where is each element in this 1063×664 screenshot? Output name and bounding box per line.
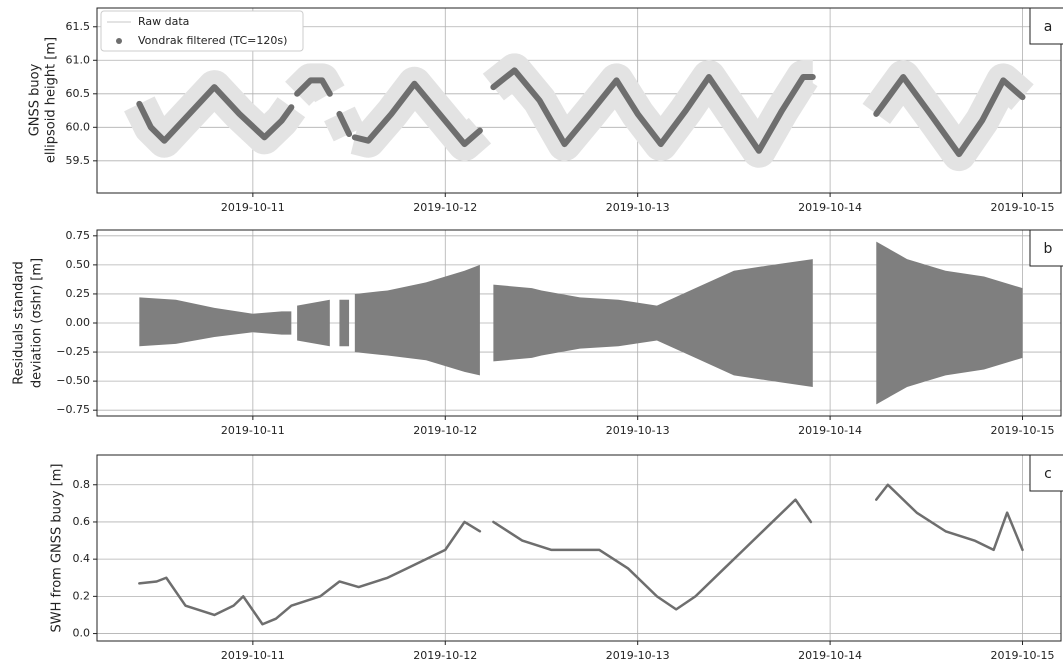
y-tick-label: 0.00 xyxy=(66,316,91,329)
x-tick-label: 2019-10-15 xyxy=(991,424,1055,437)
y-tick-label: 0.8 xyxy=(73,478,91,491)
series-line xyxy=(138,520,482,626)
residual-band xyxy=(354,264,480,376)
series-line xyxy=(336,110,353,138)
y-axis-label: GNSS buoy xyxy=(28,63,43,136)
x-tick-label: 2019-10-11 xyxy=(221,649,285,662)
panel-label-box xyxy=(1029,7,1063,45)
x-tick-label: 2019-10-15 xyxy=(991,649,1055,662)
y-tick-label: 61.0 xyxy=(66,53,91,66)
series-line xyxy=(875,483,1024,552)
panel-label-box xyxy=(1029,454,1063,492)
series-line xyxy=(873,74,1026,158)
panel-label: a xyxy=(1044,19,1053,35)
x-tick-label: 2019-10-13 xyxy=(606,424,670,437)
y-tick-label: 0.4 xyxy=(73,552,91,565)
x-tick-label: 2019-10-12 xyxy=(413,649,477,662)
y-tick-label: 60.0 xyxy=(66,120,91,133)
x-tick-label: 2019-10-12 xyxy=(413,201,477,214)
y-axis-label: deviation (σshr) [m] xyxy=(30,258,45,388)
y-axis-label: Residuals standard xyxy=(12,261,27,384)
y-axis-label: ellipsoid height [m] xyxy=(44,37,59,163)
y-tick-label: 0.0 xyxy=(73,627,91,640)
x-tick-label: 2019-10-13 xyxy=(606,201,670,214)
y-tick-label: 0.6 xyxy=(73,515,91,528)
panel: 2019-10-11 2019-10-12 2019-10-13 2019-10-14… xyxy=(12,229,1063,437)
panel-label: c xyxy=(1044,466,1052,482)
plot-frame xyxy=(96,229,1062,417)
residual-band xyxy=(139,297,292,347)
series-line xyxy=(351,80,483,148)
plot-frame xyxy=(96,7,1062,194)
panel: 2019-10-11 2019-10-12 2019-10-13 2019-10-14… xyxy=(28,7,1063,214)
residual-band xyxy=(339,299,350,347)
x-tick-label: 2019-10-14 xyxy=(798,424,862,437)
x-tick-label: 2019-10-14 xyxy=(798,201,862,214)
x-tick-label: 2019-10-12 xyxy=(413,424,477,437)
panel-label: b xyxy=(1044,241,1053,257)
y-tick-label: 0.50 xyxy=(66,258,91,271)
residual-band xyxy=(493,259,813,387)
y-tick-label: 0.2 xyxy=(73,589,91,602)
y-tick-label: 60.5 xyxy=(66,87,91,100)
panel-label-box xyxy=(1029,229,1063,267)
y-axis-label: SWH from GNSS buoy [m] xyxy=(50,464,65,633)
series-line xyxy=(136,84,295,144)
legend-marker xyxy=(116,38,122,44)
x-tick-label: 2019-10-11 xyxy=(221,424,285,437)
y-tick-label: −0.50 xyxy=(56,374,90,387)
series-line xyxy=(492,498,813,611)
panel: 2019-10-11 2019-10-12 2019-10-13 2019-10-14… xyxy=(50,454,1063,662)
residual-band xyxy=(297,299,330,347)
y-tick-label: 0.25 xyxy=(66,287,91,300)
y-tick-label: −0.25 xyxy=(56,345,90,358)
series-line xyxy=(294,77,333,97)
residual-band xyxy=(876,241,1023,405)
x-tick-label: 2019-10-11 xyxy=(221,201,285,214)
series-line xyxy=(490,67,816,154)
x-tick-label: 2019-10-13 xyxy=(606,649,670,662)
y-tick-label: 61.5 xyxy=(66,20,91,33)
y-tick-label: 0.75 xyxy=(66,229,91,242)
x-tick-label: 2019-10-14 xyxy=(798,649,862,662)
x-tick-label: 2019-10-15 xyxy=(991,201,1055,214)
y-tick-label: −0.75 xyxy=(56,403,90,416)
legend-label: Raw data xyxy=(138,15,189,28)
legend-box xyxy=(100,10,304,52)
plot-frame xyxy=(96,454,1062,642)
legend-label: Vondrak filtered (TC=120s) xyxy=(138,34,287,47)
y-tick-label: 59.5 xyxy=(66,154,91,167)
